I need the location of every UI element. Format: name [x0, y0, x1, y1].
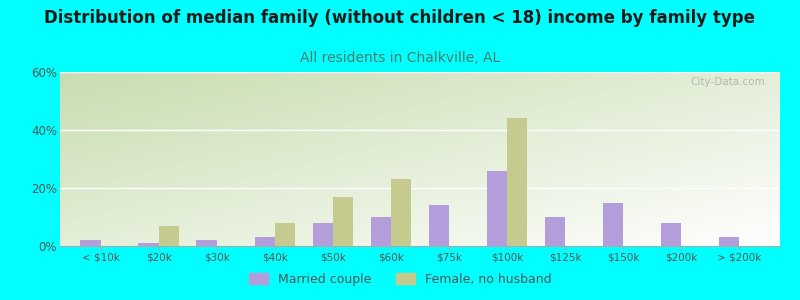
Bar [545, 217, 565, 246]
Bar [275, 223, 295, 246]
Bar [80, 240, 101, 246]
Bar [138, 243, 158, 246]
Bar [507, 118, 527, 246]
Bar [603, 202, 623, 246]
Legend: Married couple, Female, no husband: Married couple, Female, no husband [244, 268, 556, 291]
Text: Distribution of median family (without children < 18) income by family type: Distribution of median family (without c… [45, 9, 755, 27]
Bar [197, 240, 217, 246]
Text: City-Data.com: City-Data.com [691, 77, 766, 87]
Bar [429, 206, 449, 246]
Bar [661, 223, 682, 246]
Bar [254, 237, 275, 246]
Text: All residents in Chalkville, AL: All residents in Chalkville, AL [300, 51, 500, 65]
Bar [313, 223, 333, 246]
Bar [486, 171, 507, 246]
Bar [391, 179, 411, 246]
Bar [370, 217, 391, 246]
Bar [158, 226, 179, 246]
Bar [333, 197, 354, 246]
Bar [719, 237, 739, 246]
